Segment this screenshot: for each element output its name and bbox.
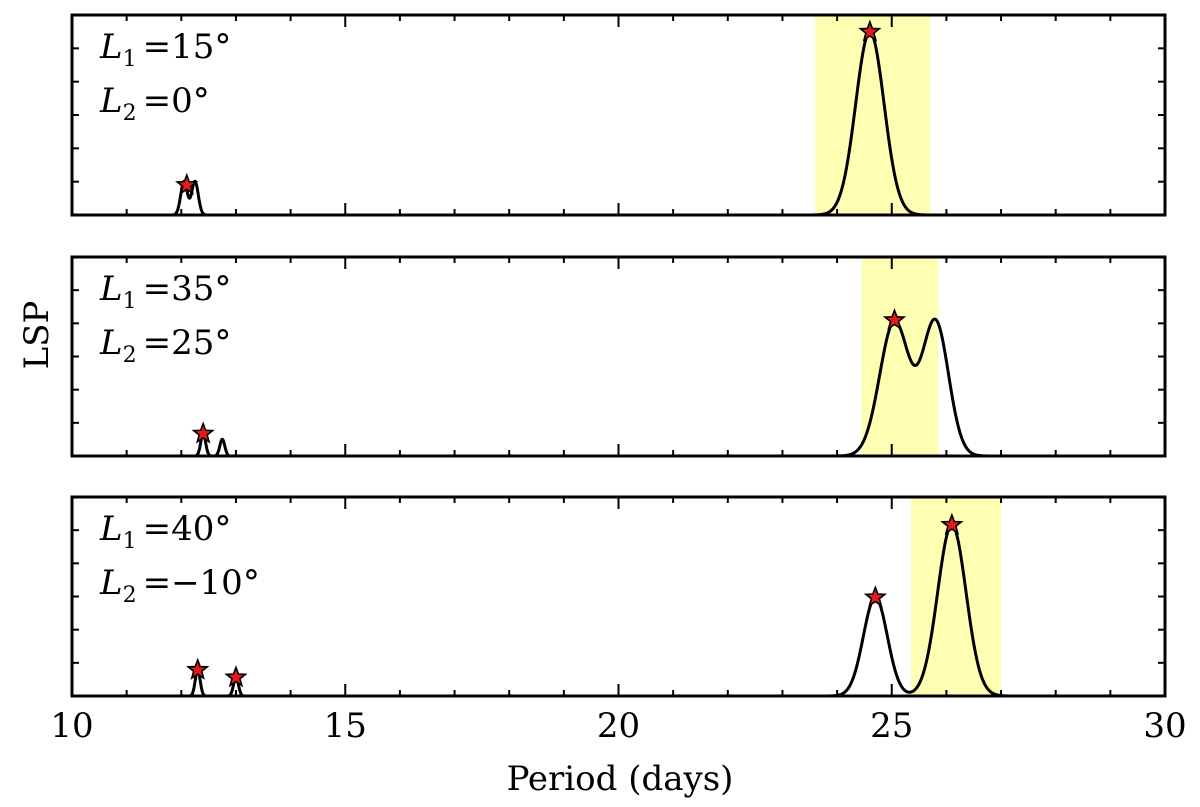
annotation-l2: L2 =25° <box>99 323 231 368</box>
highlight-band <box>861 257 939 456</box>
panel-3: L1 =40° L2 =−10° <box>70 495 1167 698</box>
lsp-curve <box>72 317 1165 456</box>
x-axis-label: Period (days) <box>507 759 734 799</box>
peak-star-marker <box>863 585 888 608</box>
peak-star-marker <box>175 172 199 196</box>
x-tick-label: 25 <box>870 706 913 746</box>
highlight-band <box>815 15 931 215</box>
annotation-l1: L1 =40° <box>99 509 231 554</box>
peak-star-marker <box>191 421 215 444</box>
x-tick-label: 30 <box>1143 706 1186 746</box>
peak-star-marker <box>882 307 907 331</box>
annotation-l1: L1 =15° <box>99 27 231 72</box>
panel-frame <box>70 255 1167 458</box>
lsp-curve <box>72 523 1165 696</box>
peak-star-marker <box>186 657 210 680</box>
annotation-l2: L2 =−10° <box>99 563 260 608</box>
peak-star-marker <box>224 665 248 688</box>
annotation-l2: L2 =0° <box>99 81 210 126</box>
panel-frame <box>70 13 1167 217</box>
lsp-curve <box>72 30 1165 215</box>
peak-star-marker <box>940 512 964 535</box>
y-axis-label: LSP <box>17 301 57 370</box>
panel-1: L1 =15° L2 =0° <box>70 13 1167 217</box>
x-tick-label: 15 <box>324 706 367 746</box>
x-tick-label: 20 <box>597 706 640 746</box>
annotation-l1: L1 =35° <box>99 269 231 314</box>
panel-2: L1 =35° L2 =25° <box>70 255 1167 458</box>
peak-star-marker <box>858 19 882 42</box>
x-tick-label: 10 <box>50 706 93 746</box>
